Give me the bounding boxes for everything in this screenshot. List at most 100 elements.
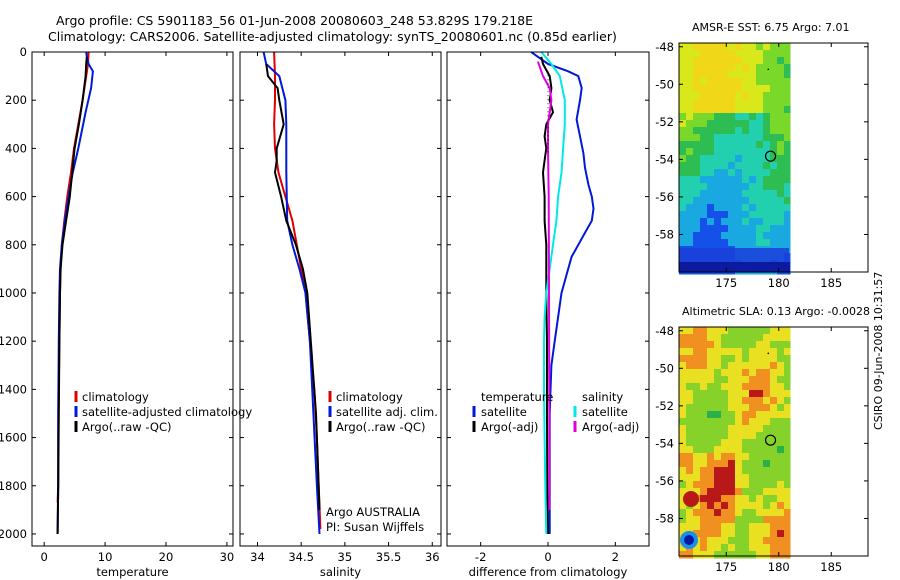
- map-cell: [700, 120, 708, 128]
- map-cell: [756, 204, 764, 212]
- map-cell: [679, 495, 687, 503]
- y-tick-label: 1800: [0, 479, 27, 493]
- map-cell: [735, 71, 743, 79]
- map-cell: [770, 211, 778, 219]
- map-y-tick-label: -52: [655, 399, 674, 413]
- y-tick-label: 200: [5, 93, 27, 107]
- map-cell: [700, 383, 708, 391]
- map-cell: [763, 99, 771, 107]
- map-cell: [756, 155, 764, 163]
- y-tick-label: 400: [5, 141, 27, 155]
- y-tick-label: 0: [20, 45, 27, 59]
- map-cell: [700, 425, 708, 433]
- map-cell: [777, 106, 785, 114]
- map-cell: [707, 334, 715, 342]
- map-cell: [742, 64, 750, 72]
- map-cell: [700, 99, 708, 107]
- map-cell: [721, 141, 729, 149]
- map-cell: [686, 516, 694, 524]
- float-track-dot: [767, 68, 770, 71]
- map-cell: [777, 120, 785, 128]
- map-cell: [721, 432, 729, 440]
- map-cell: [707, 376, 715, 384]
- map-cell: [679, 232, 687, 240]
- map-cell: [756, 106, 764, 114]
- map-cell: [742, 43, 750, 51]
- map-cell: [735, 204, 743, 212]
- map-cell: [700, 369, 708, 377]
- map-cell: [721, 425, 729, 433]
- map-cell: [777, 453, 785, 461]
- map-cell: [693, 397, 701, 405]
- map-cell: [742, 467, 750, 475]
- map-cell: [679, 355, 687, 363]
- map-cell: [749, 460, 757, 468]
- map-cell: [714, 432, 722, 440]
- map-cell: [721, 334, 729, 342]
- map-cell: [679, 99, 687, 107]
- map-cell: [714, 232, 722, 240]
- legend-label: Argo(-adj): [481, 420, 538, 434]
- map-cell: [770, 43, 778, 51]
- map-cell: [749, 341, 757, 349]
- legend-label: Argo(-adj): [582, 420, 639, 434]
- map-cell: [770, 106, 778, 114]
- map-cell: [700, 64, 708, 72]
- map-cell: [749, 155, 757, 163]
- map-cell: [700, 113, 708, 121]
- series-line-satellite-adj-clim-: [262, 52, 321, 535]
- map-cell: [728, 190, 736, 198]
- map-cell: [777, 99, 785, 107]
- map-cell: [686, 481, 694, 489]
- series-line-salinity-argo-adj-: [536, 61, 553, 510]
- map-cell: [777, 211, 785, 219]
- map-cell: [714, 57, 722, 65]
- map-cell: [679, 148, 687, 156]
- map-cell: [756, 376, 764, 384]
- map-cell: [756, 211, 764, 219]
- map-cell: [735, 232, 743, 240]
- map-cell: [714, 383, 722, 391]
- map-cell: [777, 355, 785, 363]
- map-x-tick-label: 185: [820, 560, 842, 574]
- map-cell: [735, 92, 743, 100]
- map-cell: [693, 327, 701, 335]
- map-cell: [770, 369, 778, 377]
- map-cell: [777, 176, 785, 184]
- map-cell: [728, 218, 736, 226]
- map-cell: [735, 64, 743, 72]
- panel-salinity: 34 34.5 35 35.5 36 salinity climatologysatelli…: [239, 51, 442, 579]
- map-cell: [756, 446, 764, 454]
- map-cell: [756, 530, 764, 538]
- map-cell: [777, 502, 785, 510]
- map-cell: [770, 411, 778, 419]
- map-cell: [679, 544, 687, 552]
- map-cell: [707, 162, 715, 170]
- map-cell: [679, 460, 687, 468]
- map-cell: [707, 439, 715, 447]
- panel-frame: [239, 51, 442, 547]
- map-cell: [749, 120, 757, 128]
- map-cell: [735, 390, 743, 398]
- map-cell: [749, 64, 757, 72]
- map-cell: [693, 218, 701, 226]
- map-cell: [742, 190, 750, 198]
- map-cell: [770, 327, 778, 335]
- map-cell: [749, 176, 757, 184]
- map-cell: [686, 474, 694, 482]
- map-cell: [693, 225, 701, 233]
- map-cell: [777, 425, 785, 433]
- map-cell: [728, 92, 736, 100]
- x-tick-label: 2: [612, 550, 619, 564]
- map-cell: [693, 148, 701, 156]
- map-cell: [700, 509, 708, 517]
- map-cell: [728, 467, 736, 475]
- map-cell: [770, 376, 778, 384]
- map-cell: [784, 239, 791, 247]
- map-cell: [756, 197, 764, 205]
- map-cell: [777, 43, 785, 51]
- map-cell: [700, 467, 708, 475]
- map-cell: [763, 176, 771, 184]
- map-cell: [777, 232, 785, 240]
- map-cell: [714, 544, 722, 552]
